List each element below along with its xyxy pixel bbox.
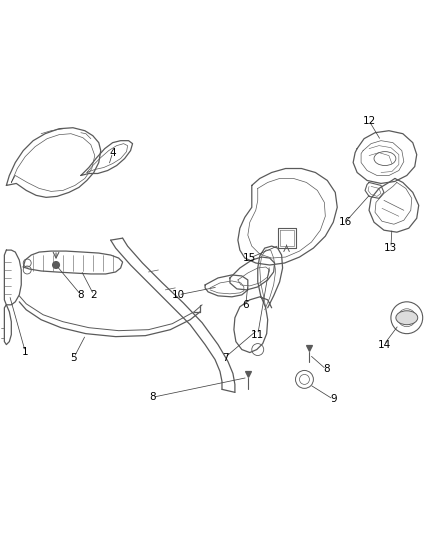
Text: 13: 13 [384,243,398,253]
Text: 11: 11 [251,329,265,340]
Text: 5: 5 [71,352,77,362]
Text: 12: 12 [362,116,376,126]
Text: 15: 15 [243,253,256,263]
Text: 8: 8 [323,365,330,375]
Text: 6: 6 [243,300,249,310]
Text: 8: 8 [149,392,156,402]
Text: 14: 14 [377,340,391,350]
Text: 2: 2 [91,290,97,300]
Text: 4: 4 [110,148,116,158]
Text: 8: 8 [78,290,84,300]
Text: 16: 16 [339,217,352,227]
Text: 1: 1 [22,346,28,357]
Text: 9: 9 [330,394,336,405]
Text: 7: 7 [222,352,228,362]
Ellipse shape [396,311,418,325]
Circle shape [53,262,60,269]
Text: 10: 10 [172,290,185,300]
